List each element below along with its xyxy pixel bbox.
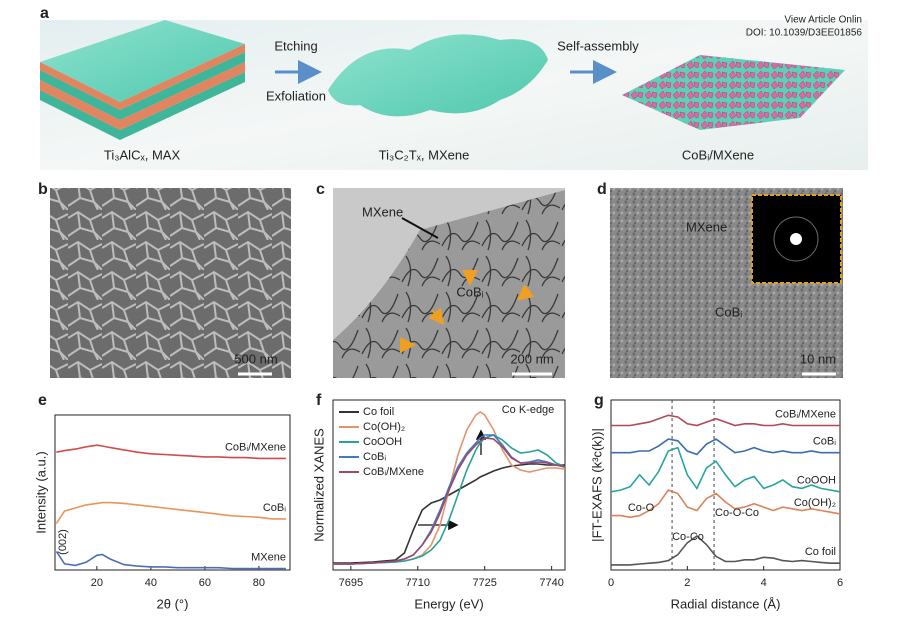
pointer <box>428 307 445 326</box>
legend-label: CoOOH <box>363 436 402 448</box>
series-label: CoOOH <box>797 475 836 487</box>
process-step: Exfoliation <box>266 88 326 103</box>
series-label: CoBᵢ <box>263 502 286 514</box>
data-line <box>610 446 841 493</box>
y-axis-label: Normalized XANES <box>311 428 326 542</box>
annotation: Co-O-Co <box>715 507 759 519</box>
data-line <box>333 463 565 564</box>
tem-image <box>333 190 565 378</box>
data-line <box>611 489 841 519</box>
max-stack <box>40 20 245 140</box>
annotation: CoBᵢ <box>456 284 483 299</box>
series-label: CoBᵢ <box>813 436 836 448</box>
material-label: Ti₃C₂Tₓ, MXene <box>379 147 470 162</box>
data-line <box>56 444 286 460</box>
process-step: Self-assembly <box>557 38 639 53</box>
panel-label: d <box>597 181 607 198</box>
scale-bar-label: 500 nm <box>234 351 277 366</box>
y-axis-label: |FT-EXAFS (k³c(k))| <box>589 428 604 542</box>
x-tick-label: 60 <box>199 577 211 589</box>
legend-label: CoBᵢ <box>363 451 386 463</box>
annotation: CoBᵢ <box>715 304 742 319</box>
panel-label: c <box>316 181 325 198</box>
x-tick-label: 0 <box>608 577 614 589</box>
annotation: (002) <box>57 529 69 555</box>
data-line <box>611 414 840 427</box>
data-line <box>55 501 286 524</box>
data-line <box>333 437 566 565</box>
x-axis-label: 2θ (°) <box>157 596 189 611</box>
process-step: Etching <box>274 38 317 53</box>
series-label: Co(OH)₂ <box>794 497 836 509</box>
x-tick-label: 4 <box>761 577 767 589</box>
x-tick-label: 6 <box>837 577 843 589</box>
legend-label: Co foil <box>363 406 394 418</box>
annotation: Co-O <box>628 502 655 514</box>
annotation: Co K-edge <box>502 404 555 416</box>
saed-ring <box>773 216 819 262</box>
legend-label: Co(OH)₂ <box>363 421 405 433</box>
scale-bar-label: 10 nm <box>800 351 836 366</box>
panel-label: g <box>594 392 604 409</box>
x-tick-label: 7710 <box>406 577 430 589</box>
material-label: Ti₃AlCₓ, MAX <box>104 147 181 162</box>
x-tick-label: 7725 <box>472 577 496 589</box>
plot-frame <box>54 414 291 571</box>
x-tick-label: 40 <box>145 577 157 589</box>
panel-label: e <box>38 392 47 409</box>
series-label: MXene <box>251 551 286 563</box>
x-axis-label: Radial distance (Å) <box>671 596 781 611</box>
series-label: Co foil <box>805 546 836 558</box>
plot-frame <box>332 399 566 571</box>
data-line <box>55 550 286 570</box>
material-label: CoBᵢ/MXene <box>682 147 754 162</box>
saed-spot <box>790 233 802 245</box>
x-axis-label: Energy (eV) <box>414 596 483 611</box>
annotation: Co-Co <box>672 531 704 543</box>
x-tick-label: 2 <box>684 577 690 589</box>
data-line <box>611 534 840 566</box>
data-line <box>333 434 566 565</box>
panel-label: b <box>38 181 48 198</box>
pointer <box>516 284 535 301</box>
y-axis-label: Intensity (a.u.) <box>33 451 48 533</box>
panel-label: a <box>40 5 49 22</box>
x-tick-label: 20 <box>91 577 103 589</box>
mxene-sheet <box>328 34 548 117</box>
sem-image <box>50 188 291 378</box>
plot-frame <box>610 399 841 571</box>
data-line <box>611 438 840 456</box>
x-tick-label: 7740 <box>539 577 563 589</box>
legend-label: CoBᵢ/MXene <box>363 466 424 478</box>
panel-label: f <box>316 392 322 409</box>
doi: DOI: 10.1039/D3EE01856 <box>746 28 863 39</box>
article-link[interactable]: View Article Onlin <box>784 15 862 26</box>
pointer <box>401 217 439 239</box>
series-label: CoBᵢ/MXene <box>225 441 286 453</box>
x-tick-label: 7695 <box>339 577 363 589</box>
annotation: MXene <box>686 219 727 234</box>
cob-mxene-sheet <box>622 55 845 130</box>
annotation: MXene <box>362 204 403 219</box>
x-tick-label: 80 <box>253 577 265 589</box>
series-label: CoBᵢ/MXene <box>775 408 836 420</box>
scale-bar-label: 200 nm <box>510 351 553 366</box>
